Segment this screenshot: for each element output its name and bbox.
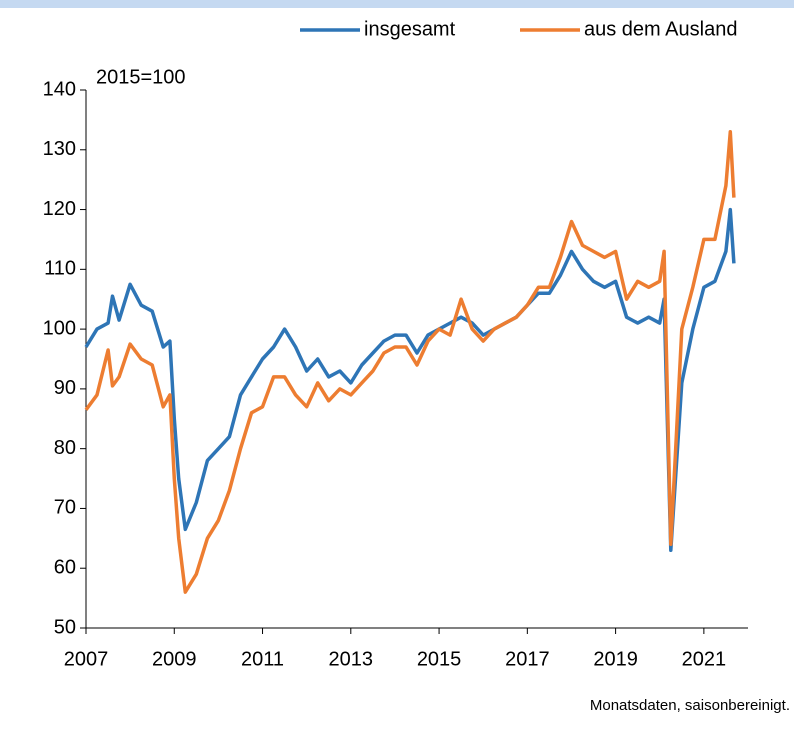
x-tick-label: 2015 [417,648,462,670]
legend-label: insgesamt [364,18,456,40]
legend-label: aus dem Ausland [584,18,737,40]
y-tick-label: 140 [43,78,76,100]
x-tick-label: 2007 [64,648,109,670]
x-tick-label: 2019 [593,648,638,670]
series-line [84,207,736,553]
x-tick-label: 2017 [505,648,550,670]
y-tick-label: 130 [43,138,76,160]
x-tick-label: 2021 [682,648,727,670]
y-tick-label: 110 [44,258,76,280]
top-band [0,0,794,8]
y-tick-label: 100 [43,317,76,339]
x-tick-label: 2009 [152,648,197,670]
y-tick-label: 90 [54,377,76,399]
y-tick-label: 60 [54,557,76,579]
y-tick-label: 50 [54,616,76,638]
series-line [84,130,736,594]
x-tick-label: 2011 [241,648,284,670]
x-tick-label: 2013 [329,648,374,670]
unit-label: 2015=100 [96,66,186,88]
y-tick-label: 120 [43,198,76,220]
footnote: Monatsdaten, saisonbereinigt. [590,697,790,714]
y-tick-label: 70 [54,497,76,519]
y-tick-label: 80 [54,437,76,459]
